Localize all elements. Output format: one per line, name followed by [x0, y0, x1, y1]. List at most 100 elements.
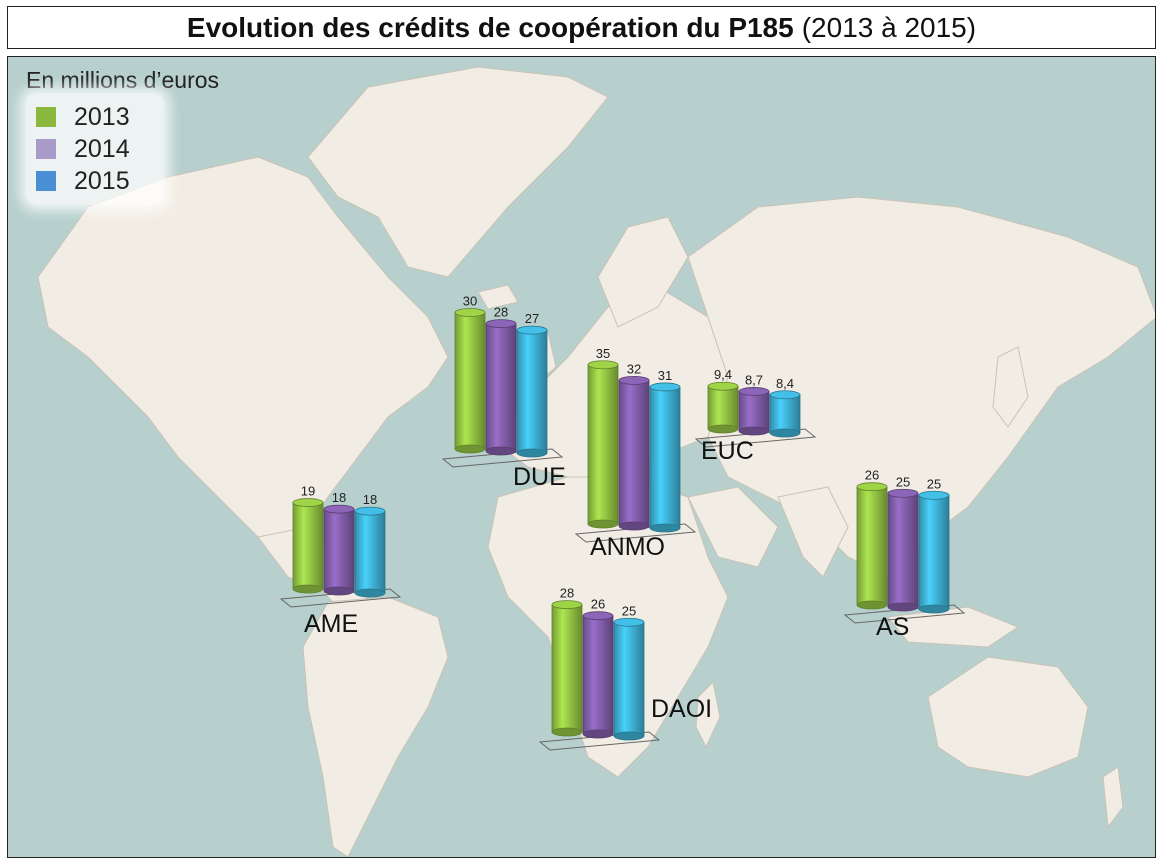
- bar-value-label-as-2013: 26: [865, 468, 879, 483]
- bar-value-label-euc-2013: 9,4: [714, 367, 732, 382]
- bar-daoi-2013: [551, 604, 583, 733]
- bar-value-label-anmo-2014: 32: [627, 361, 641, 376]
- legend-item-2014: 2014: [36, 133, 154, 165]
- bar-euc-2014: [738, 391, 770, 432]
- landmass-iceland: [477, 284, 519, 310]
- bar-base-as-2013: [856, 600, 888, 610]
- bar-value-label-ame-2014: 18: [332, 490, 346, 505]
- legend-swatch-2013: [36, 107, 56, 127]
- bar-value-label-daoi-2015: 25: [622, 603, 636, 618]
- bar-base-due-2015: [516, 448, 548, 458]
- bar-euc-2013: [707, 385, 739, 430]
- bar-group-anmo: 35 32 31 ANMO: [574, 346, 697, 561]
- landmass-south-america: [302, 596, 449, 857]
- legend-label-2013: 2013: [74, 102, 130, 131]
- bar-group-daoi: 28 26 25 DAOI: [538, 586, 712, 751]
- landmass-greenland: [307, 66, 609, 278]
- legend-label-2014: 2014: [74, 134, 130, 163]
- bar-group-euc: 9,4 8,7 8,4 EUC: [694, 367, 817, 465]
- bar-base-due-2014: [485, 446, 517, 456]
- bar-ame-2014: [323, 508, 355, 592]
- bar-as-2015: [918, 494, 950, 610]
- legend-swatch-2014: [36, 139, 56, 159]
- chart-title-main: Evolution des crédits de coopération du …: [186, 11, 794, 43]
- bar-ame-2015: [354, 510, 386, 594]
- bar-value-label-ame-2013: 19: [301, 484, 315, 499]
- bar-due-2014: [485, 323, 517, 452]
- bar-anmo-2014: [618, 379, 650, 527]
- bar-base-anmo-2014: [618, 521, 650, 531]
- landmass-north-america: [37, 156, 449, 558]
- bar-top-due-2013: [454, 308, 486, 317]
- bar-value-label-due-2014: 28: [494, 305, 508, 320]
- region-label-due: DUE: [513, 463, 566, 491]
- landmass-arabia: [687, 486, 779, 568]
- world-map-panel: En millions d’euros 2013 2014 2015 30 28 2…: [7, 56, 1156, 858]
- legend-label-2015: 2015: [74, 166, 130, 195]
- bar-top-as-2013: [856, 482, 888, 492]
- bar-top-euc-2013: [707, 381, 739, 391]
- landmass-asia: [687, 196, 1155, 578]
- bar-base-daoi-2013: [551, 727, 583, 737]
- bar-top-daoi-2013: [551, 600, 583, 609]
- bar-top-anmo-2013: [587, 360, 619, 370]
- region-label-ame: AME: [304, 610, 358, 638]
- region-label-as: AS: [876, 613, 909, 641]
- bar-ame-2013: [292, 502, 324, 590]
- bar-value-label-as-2014: 25: [896, 474, 910, 489]
- bar-top-due-2015: [516, 325, 548, 335]
- bar-top-ame-2014: [323, 504, 355, 514]
- bar-base-euc-2015: [769, 428, 801, 438]
- bar-value-label-euc-2015: 8,4: [776, 376, 794, 391]
- landmass-india: [777, 486, 849, 578]
- bar-base-as-2014: [887, 602, 919, 612]
- chart-title: Evolution des crédits de coopération du …: [7, 6, 1156, 49]
- bar-base-due-2013: [454, 444, 486, 454]
- bar-value-label-daoi-2013: 28: [560, 586, 574, 601]
- bar-base-daoi-2015: [613, 731, 645, 741]
- bar-top-anmo-2015: [649, 382, 681, 392]
- bar-top-due-2014: [485, 319, 517, 329]
- bar-top-ame-2013: [292, 498, 324, 507]
- landmass-new-zealand: [1102, 766, 1124, 829]
- bar-top-as-2014: [887, 488, 919, 498]
- bar-base-euc-2014: [738, 426, 770, 436]
- bar-top-daoi-2015: [613, 617, 645, 627]
- bar-base-ame-2014: [323, 586, 355, 596]
- chart-title-period: (2013 à 2015): [801, 11, 977, 43]
- bar-base-euc-2013: [707, 424, 739, 434]
- bar-top-ame-2015: [354, 506, 386, 516]
- region-label-anmo: ANMO: [590, 533, 665, 561]
- bar-value-label-as-2015: 25: [927, 476, 941, 491]
- bar-base-ame-2015: [354, 588, 386, 598]
- bar-base-ame-2013: [292, 584, 324, 594]
- bar-top-anmo-2014: [618, 375, 650, 385]
- legend: 2013 2014 2015: [26, 93, 164, 205]
- legend-item-2013: 2013: [36, 101, 154, 133]
- bar-top-euc-2015: [769, 390, 801, 400]
- bar-value-label-euc-2014: 8,7: [745, 372, 763, 387]
- bar-top-as-2015: [918, 490, 950, 500]
- region-label-euc: EUC: [701, 437, 754, 465]
- bar-value-label-due-2015: 27: [525, 311, 539, 326]
- bar-euc-2015: [769, 394, 801, 434]
- bar-due-2013: [454, 312, 486, 450]
- bar-anmo-2015: [649, 386, 681, 529]
- bar-base-anmo-2013: [587, 519, 619, 529]
- bar-base-daoi-2014: [582, 729, 614, 739]
- bar-as-2014: [887, 492, 919, 608]
- bar-value-label-daoi-2014: 26: [591, 597, 605, 612]
- bar-top-euc-2014: [738, 387, 770, 396]
- bar-daoi-2015: [613, 621, 645, 737]
- landmass-madagascar: [695, 680, 721, 749]
- bar-anmo-2013: [587, 364, 619, 525]
- bar-value-label-anmo-2013: 35: [596, 346, 610, 361]
- region-label-daoi: DAOI: [651, 695, 712, 723]
- bar-base-anmo-2015: [649, 523, 681, 533]
- bar-group-due: 30 28 27 DUE: [441, 294, 566, 491]
- unit-label: En millions d’euros: [26, 67, 220, 93]
- bar-group-ame: 19 18 18 AME: [279, 484, 402, 638]
- legend-swatch-2015: [36, 171, 56, 191]
- landmass-japan: [992, 346, 1029, 428]
- bar-groups-layer: 30 28 27 DUE 35 32 31 ANMO 9,4 8,7 8,4 EUC 19 18 18 AME…: [279, 294, 966, 751]
